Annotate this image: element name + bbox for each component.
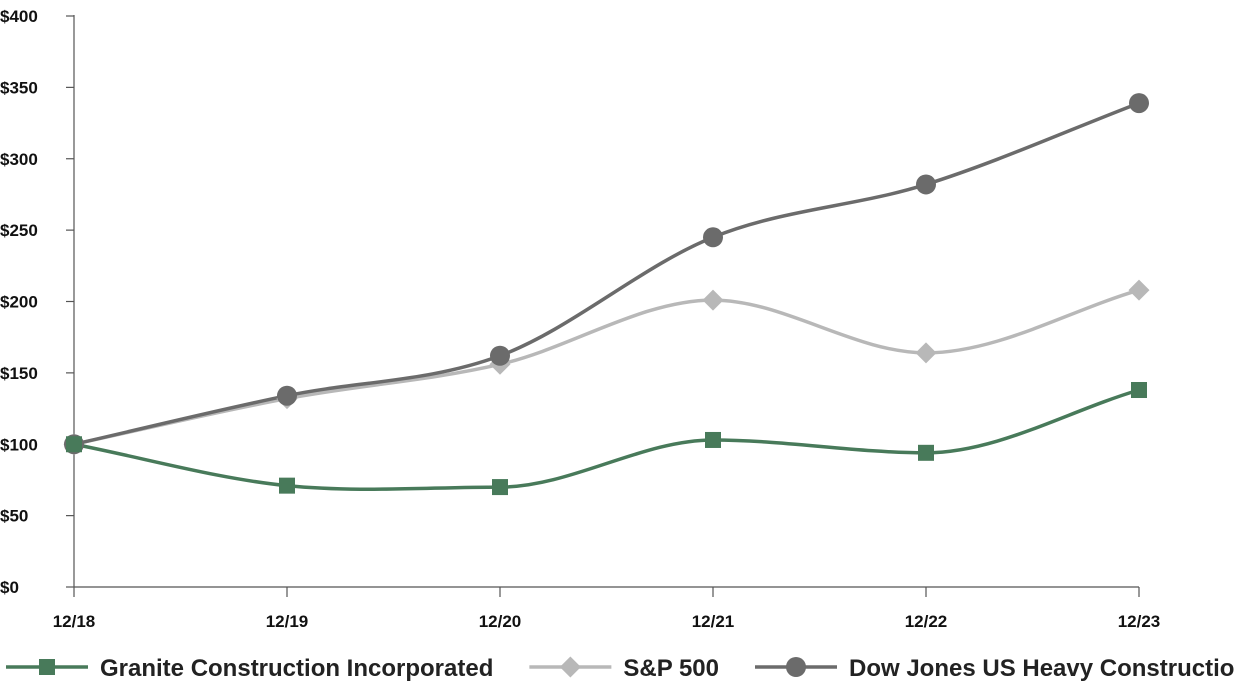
legend-swatch-marker	[559, 656, 581, 678]
axes	[66, 15, 1140, 597]
dow-jones-us-heavy-construction-marker	[1129, 93, 1149, 114]
series-markers	[63, 93, 1150, 496]
legend-item-granite-construction: Granite Construction Incorporated	[6, 655, 493, 682]
y-tick-label: $50	[0, 507, 28, 526]
legend-label: Dow Jones US Heavy Construction	[849, 655, 1235, 682]
y-axis-tick-labels: $0 $50 $100 $150 $200 $250 $300 $350 $400	[0, 7, 38, 597]
dow-jones-us-heavy-construction-marker	[703, 227, 723, 248]
y-tick-label: $200	[0, 293, 38, 312]
y-tick-label: $150	[0, 364, 38, 383]
granite-construction-marker	[66, 436, 82, 453]
x-tick-label: 12/18	[53, 612, 96, 631]
sp-500-line	[72, 288, 1141, 446]
x-tick-label: 12/20	[479, 612, 522, 631]
granite-construction-marker	[279, 477, 295, 494]
legend-label: Granite Construction Incorporated	[100, 655, 493, 682]
y-tick-label: $250	[0, 221, 38, 240]
y-tick-label: $400	[0, 7, 38, 26]
sp-500-marker	[1128, 279, 1150, 301]
y-tick-label: $0	[0, 578, 19, 597]
x-axis-tick-labels: 12/18 12/19 12/20 12/21 12/22 12/23	[53, 612, 1161, 631]
legend-item-sp-500: S&P 500	[529, 655, 719, 682]
x-tick-label: 12/21	[692, 612, 735, 631]
dow-jones-us-heavy-construction-marker	[916, 174, 936, 195]
series-lines	[72, 101, 1141, 491]
x-tick-label: 12/23	[1118, 612, 1161, 631]
x-tick-label: 12/22	[905, 612, 948, 631]
granite-construction-marker	[492, 479, 508, 496]
granite-construction-marker	[918, 444, 934, 461]
sp-500-marker	[702, 289, 724, 311]
dow-jones-us-heavy-construction-marker	[277, 385, 297, 406]
granite-construction-marker	[1131, 382, 1147, 399]
y-tick-label: $350	[0, 78, 38, 97]
dow-jones-us-heavy-construction-marker	[490, 345, 510, 366]
y-tick-label: $100	[0, 435, 38, 454]
x-tick-label: 12/19	[266, 612, 309, 631]
dow-jones-us-heavy-construction-line	[72, 101, 1141, 446]
granite-construction-marker	[705, 431, 721, 448]
granite-construction-line	[72, 388, 1141, 491]
legend: Granite Construction Incorporated S&P 500…	[6, 655, 1235, 682]
legend-item-dow-jones-us-heavy-construction: Dow Jones US Heavy Construction	[755, 655, 1235, 682]
legend-swatch-marker	[39, 659, 55, 675]
sp-500-marker	[915, 342, 937, 364]
y-tick-label: $300	[0, 150, 38, 169]
legend-label: S&P 500	[623, 655, 719, 682]
legend-swatch-marker	[786, 657, 806, 677]
